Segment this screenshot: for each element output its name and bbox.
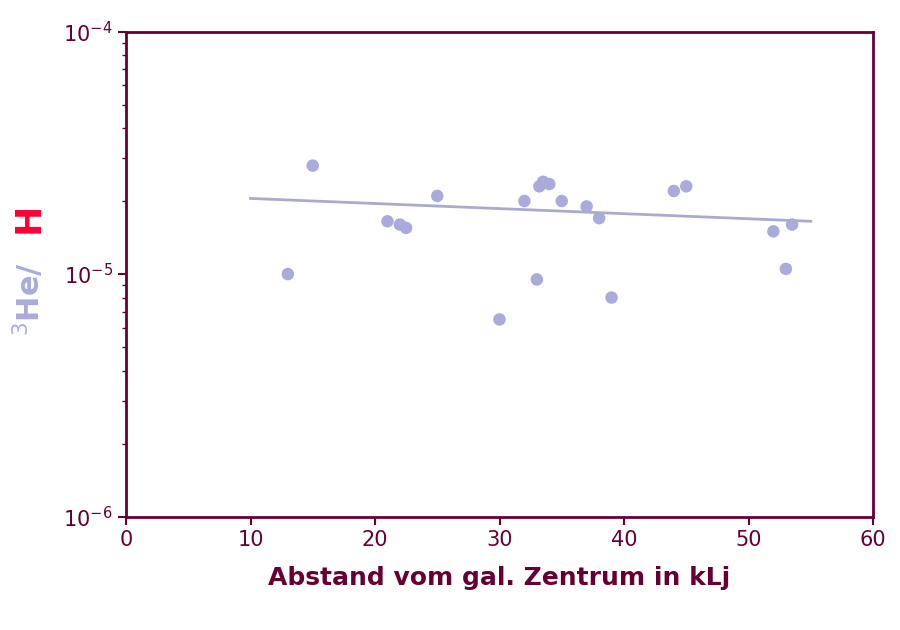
Point <box>392 219 407 229</box>
Point <box>532 181 546 192</box>
Point <box>580 202 594 212</box>
Point <box>679 181 693 192</box>
Point <box>529 275 544 285</box>
Text: H: H <box>12 202 46 232</box>
Point <box>785 219 799 229</box>
Point <box>518 196 532 206</box>
Point <box>554 196 569 206</box>
Point <box>281 269 295 279</box>
Point <box>542 179 556 189</box>
Point <box>766 226 780 236</box>
Point <box>592 213 607 223</box>
Point <box>430 191 445 201</box>
Text: $^3$He/: $^3$He/ <box>11 262 47 336</box>
Point <box>778 264 793 274</box>
Point <box>492 314 507 324</box>
X-axis label: Abstand vom gal. Zentrum in kLj: Abstand vom gal. Zentrum in kLj <box>268 566 731 590</box>
Point <box>536 177 550 187</box>
Point <box>305 161 320 171</box>
Point <box>380 216 394 226</box>
Point <box>399 223 413 233</box>
Point <box>605 292 619 302</box>
Point <box>667 186 681 196</box>
